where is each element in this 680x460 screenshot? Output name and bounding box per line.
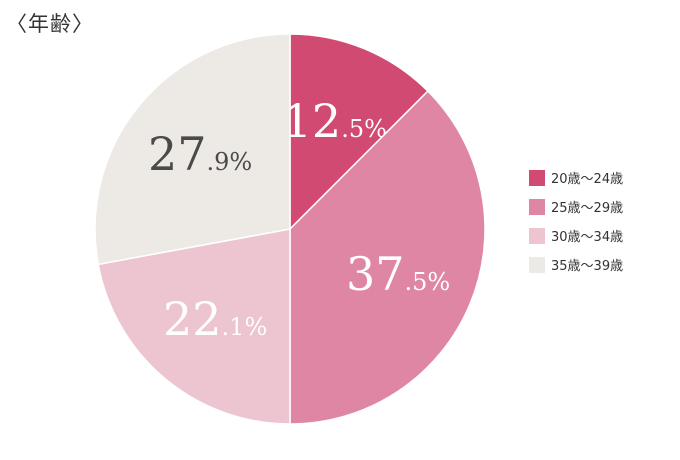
legend-item: 30歳～34歳 [529, 226, 623, 245]
legend-label: 30歳～34歳 [551, 230, 624, 245]
slice-value-label: 37.5% [346, 247, 450, 301]
legend-item: 25歳～29歳 [529, 197, 623, 216]
pie-slice [97, 228, 291, 425]
slice-value-label: 12.5% [283, 94, 387, 148]
pie-slice [94, 33, 291, 266]
legend-label: 35歳～39歳 [551, 259, 624, 274]
chart-title: 〈年齢〉 [6, 12, 94, 36]
pie-slice [289, 90, 486, 425]
legend-swatch [529, 227, 545, 244]
legend-label: 25歳～29歳 [551, 201, 624, 216]
legend: 20歳～24歳 25歳～29歳 30歳～34歳 35歳～39歳 [529, 168, 623, 284]
legend-swatch [529, 256, 545, 273]
pie-slice [289, 33, 429, 231]
legend-item: 35歳～39歳 [529, 255, 623, 274]
legend-label: 20歳～24歳 [551, 172, 624, 187]
legend-swatch [529, 169, 545, 186]
slice-value-label: 27.9% [148, 127, 252, 181]
slice-value-label: 22.1% [163, 292, 267, 346]
legend-item: 20歳～24歳 [529, 168, 623, 187]
legend-swatch [529, 198, 545, 215]
